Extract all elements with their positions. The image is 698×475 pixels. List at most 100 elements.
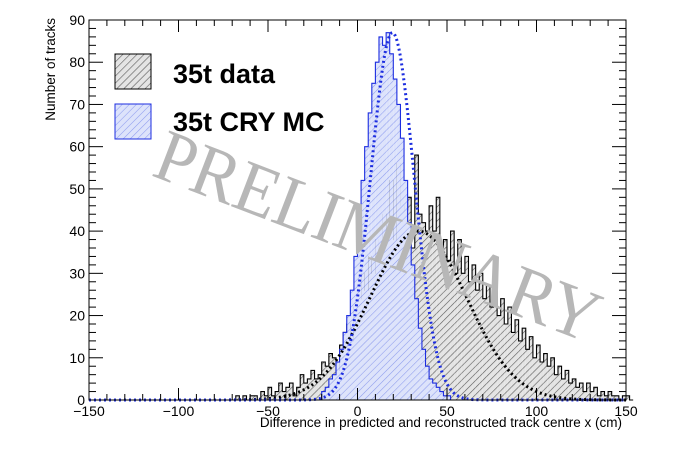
data-hist-bin-26 [325,366,329,400]
x-tick-label: 100 [525,403,549,419]
axes-layer: −150 −100 −50 0 50 100 150 0 10 20 30 40 50 60 70 80 90 [69,12,637,419]
data-hist-bin-5 [250,395,254,400]
mc-hist-bin-20 [393,79,397,400]
data-hist-bin-85 [536,345,541,400]
x-tick-label: −50 [256,403,280,419]
data-hist-bin-101 [593,387,598,400]
data-hist-bin-77 [507,307,512,400]
data-hist-bin-81 [522,328,526,400]
data-hist-bin-55 [429,205,433,400]
mc-hist-bin-1 [325,387,329,400]
mc-hist-bin-35 [447,395,451,400]
data-hist-bin-106 [611,395,616,400]
data-hist-bin-23 [314,378,319,400]
data-hist-bin-20 [303,383,308,400]
data-hist-bin-18 [296,387,301,400]
mc-hist-bin-11 [361,180,365,400]
mc-hist-bin-33 [439,391,444,400]
data-hist-bin-76 [504,324,508,400]
data-hist-bin-93 [565,370,569,400]
data-hist-bin-51 [414,155,419,400]
mc-hist-bin-5 [339,349,344,400]
data-hist-bin-79 [515,319,519,400]
data-hist-bin-60 [447,260,451,400]
data-hist-bin-11 [271,395,276,400]
y-tick-label: 40 [69,223,85,239]
mc-hist-bin-24 [407,222,412,400]
y-tick-label: 50 [69,181,85,197]
legend-swatch-mc [114,103,152,140]
data-hist-bin-95 [572,378,576,400]
mc-hist-bin-19 [389,53,394,401]
data-hist-bin-8 [260,391,265,400]
x-tick-label: 150 [614,403,638,419]
data-hist-outline [232,154,634,401]
mc-hist-bin-14 [371,83,376,400]
mc-hist-bin-30 [429,378,433,400]
x-axis-title: Difference in predicted and reconstructe… [260,415,622,430]
data-hist-bin-56 [432,231,437,400]
y-axis-title: Number of tracks [43,18,58,121]
data-hist-bin-19 [300,374,304,400]
data-hist-bin-110 [626,395,630,400]
data-hist-bin-103 [600,391,605,400]
data-hist-bin-86 [540,362,544,400]
data-hist-bin-68 [475,290,480,400]
mc-hist-bin-34 [443,395,447,400]
mc-hist-bin-28 [421,349,426,400]
mc-hist-bin-13 [368,112,372,400]
data-hist-bin-109 [622,395,626,400]
y-tick-label: 10 [69,350,85,366]
data-hist-bin-21 [307,378,311,400]
mc-hist-bin-15 [375,62,379,400]
mc-hist-bin-18 [386,32,390,401]
mc-hist-bin-12 [364,146,369,400]
data-hist-bin-16 [289,383,294,400]
data-hist-bin-105 [608,391,612,400]
mc-hist-bin-26 [414,298,419,400]
x-tick-label: 50 [439,403,455,419]
x-tick-label: −100 [163,403,195,419]
mc-hist-bin-2 [328,378,333,400]
data-hist-bin-102 [597,395,601,400]
x-tick-label: −150 [73,403,105,419]
y-tick-label: 90 [69,12,85,28]
mc-hist-bin-21 [396,104,401,400]
data-hist-bin-15 [285,387,290,400]
data-hist-bin-58 [439,248,444,400]
data-hist-bin-53 [421,222,426,400]
data-hist-bin-90 [554,374,558,400]
data-hist-bin-1 [235,395,240,400]
data-hist-bin-100 [590,391,594,400]
data-hist-bin-65 [464,256,469,400]
data-hist-bin-82 [525,349,530,400]
mc-hist-bin-32 [436,387,440,400]
mc-hist-bin-29 [425,366,430,400]
data-hist-bin-52 [418,214,422,400]
data-hist-bin-78 [511,332,516,400]
legend: 35t data 35t CRY MC [114,53,325,140]
mc-hist-bin-4 [336,362,340,400]
data-hist-bin-75 [500,298,505,400]
legend-label-mc: 35t CRY MC [173,107,325,137]
mc-histogram-layer [321,32,452,401]
mc-hist-bin-17 [382,45,387,400]
mc-hist-bin-10 [357,222,362,400]
data-hist-bin-10 [268,387,272,400]
data-hist-bin-17 [293,395,297,400]
mc-hist-bin-22 [400,138,405,400]
data-hist-bin-80 [518,340,523,400]
data-hist-bin-6 [253,395,258,400]
data-hist-bin-96 [575,387,580,400]
data-hist-bin-84 [532,357,537,400]
data-hist-bin-61 [450,231,455,400]
data-hist-bin-62 [454,273,458,400]
data-hist-bin-57 [436,197,440,400]
mc-hist-bin-31 [432,383,437,400]
data-hist-bin-3 [242,395,247,400]
data-hist-bin-66 [468,281,473,400]
mc-hist-bin-27 [418,328,422,400]
mc-hist-outline [321,32,452,400]
